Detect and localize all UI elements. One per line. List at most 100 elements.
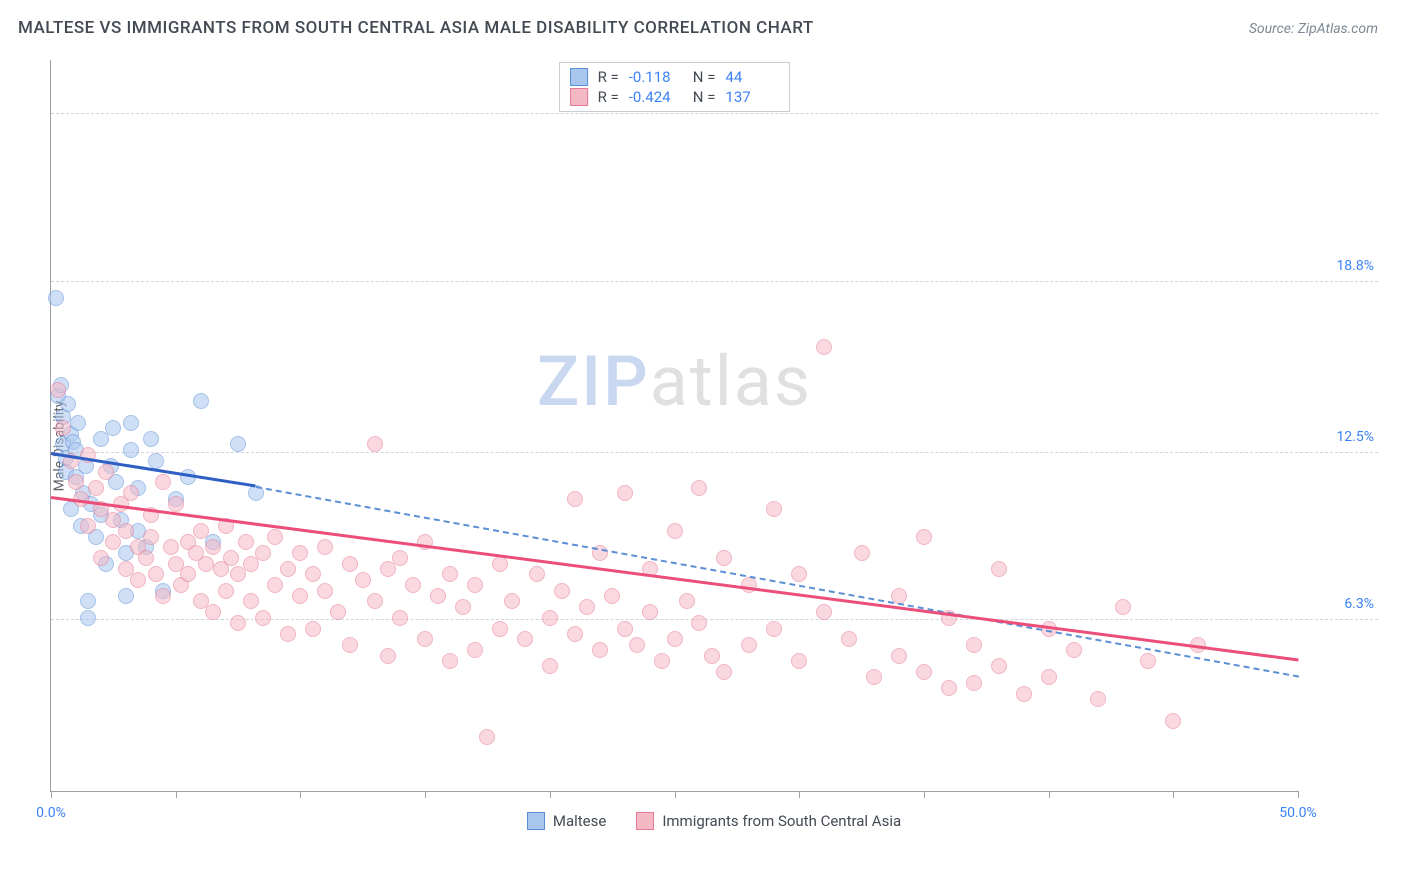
scatter-point xyxy=(80,518,96,534)
scatter-point xyxy=(916,529,932,545)
stat-r-label: R = xyxy=(598,68,619,86)
scatter-point xyxy=(405,577,421,593)
gridline-h xyxy=(51,619,1378,620)
scatter-point xyxy=(88,480,104,496)
scatter-point xyxy=(138,550,154,566)
scatter-point xyxy=(60,396,76,412)
scatter-point xyxy=(305,566,321,582)
scatter-point xyxy=(704,648,720,664)
plot-area: ZIPatlas R = -0.118 N = 44 R = -0.424 N … xyxy=(50,60,1298,792)
scatter-point xyxy=(155,474,171,490)
scatter-point xyxy=(48,290,64,306)
gridline-h xyxy=(51,113,1378,114)
scatter-point xyxy=(98,464,114,480)
scatter-point xyxy=(255,610,271,626)
scatter-point xyxy=(966,675,982,691)
stats-row-series-1: R = -0.424 N = 137 xyxy=(570,87,780,107)
scatter-point xyxy=(118,523,134,539)
scatter-point xyxy=(238,534,254,550)
gridline-h xyxy=(51,281,1378,282)
x-tick xyxy=(300,791,301,798)
stat-n-label: N = xyxy=(693,88,716,106)
scatter-point xyxy=(716,664,732,680)
legend-item-1: Immigrants from South Central Asia xyxy=(636,812,901,830)
scatter-point xyxy=(143,529,159,545)
scatter-point xyxy=(1165,713,1181,729)
scatter-point xyxy=(68,474,84,490)
stats-swatch-series-0 xyxy=(570,68,588,86)
scatter-point xyxy=(417,631,433,647)
scatter-point xyxy=(766,621,782,637)
scatter-point xyxy=(218,583,234,599)
scatter-point xyxy=(991,561,1007,577)
scatter-point xyxy=(317,583,333,599)
scatter-point xyxy=(467,577,483,593)
scatter-point xyxy=(766,501,782,517)
y-tick-label: 12.5% xyxy=(1336,429,1374,445)
scatter-point xyxy=(168,496,184,512)
x-tick xyxy=(1049,791,1050,798)
scatter-point xyxy=(355,572,371,588)
chart-container: Male Disability ZIPatlas R = -0.118 N = … xyxy=(50,60,1378,832)
scatter-point xyxy=(367,593,383,609)
scatter-point xyxy=(741,637,757,653)
scatter-point xyxy=(1090,691,1106,707)
scatter-point xyxy=(130,572,146,588)
watermark: ZIPatlas xyxy=(537,341,812,423)
scatter-point xyxy=(442,566,458,582)
scatter-point xyxy=(492,621,508,637)
scatter-point xyxy=(604,588,620,604)
watermark-part2: atlas xyxy=(650,341,812,423)
scatter-point xyxy=(691,480,707,496)
scatter-point xyxy=(223,550,239,566)
x-tick xyxy=(799,791,800,798)
scatter-point xyxy=(455,599,471,615)
scatter-point xyxy=(916,664,932,680)
scatter-point xyxy=(654,653,670,669)
scatter-point xyxy=(542,658,558,674)
x-tick xyxy=(425,791,426,798)
legend-swatch-0 xyxy=(527,812,545,830)
scatter-point xyxy=(193,523,209,539)
scatter-point xyxy=(230,615,246,631)
scatter-point xyxy=(118,588,134,604)
stat-r-label: R = xyxy=(598,88,619,106)
scatter-point xyxy=(280,561,296,577)
scatter-point xyxy=(479,729,495,745)
scatter-point xyxy=(866,669,882,685)
x-tick xyxy=(1173,791,1174,798)
scatter-point xyxy=(205,604,221,620)
x-tick xyxy=(675,791,676,798)
legend-label-0: Maltese xyxy=(553,812,606,830)
x-tick xyxy=(550,791,551,798)
stat-r-value-0: -0.118 xyxy=(629,68,683,86)
scatter-point xyxy=(267,577,283,593)
scatter-point xyxy=(193,393,209,409)
scatter-point xyxy=(629,637,645,653)
scatter-point xyxy=(617,621,633,637)
scatter-point xyxy=(198,556,214,572)
scatter-point xyxy=(667,631,683,647)
scatter-point xyxy=(642,604,658,620)
scatter-point xyxy=(280,626,296,642)
scatter-point xyxy=(891,648,907,664)
stats-legend-box: R = -0.118 N = 44 R = -0.424 N = 137 xyxy=(559,62,791,112)
scatter-point xyxy=(255,545,271,561)
scatter-point xyxy=(667,523,683,539)
scatter-point xyxy=(163,539,179,555)
scatter-point xyxy=(292,588,308,604)
scatter-point xyxy=(380,648,396,664)
legend-swatch-1 xyxy=(636,812,654,830)
stat-r-value-1: -0.424 xyxy=(629,88,683,106)
scatter-point xyxy=(392,550,408,566)
scatter-point xyxy=(342,556,358,572)
scatter-point xyxy=(342,637,358,653)
scatter-point xyxy=(80,593,96,609)
scatter-point xyxy=(1140,653,1156,669)
scatter-point xyxy=(941,680,957,696)
scatter-point xyxy=(180,566,196,582)
stats-swatch-series-1 xyxy=(570,88,588,106)
scatter-point xyxy=(504,593,520,609)
bottom-legend: Maltese Immigrants from South Central As… xyxy=(50,812,1378,830)
scatter-point xyxy=(854,545,870,561)
